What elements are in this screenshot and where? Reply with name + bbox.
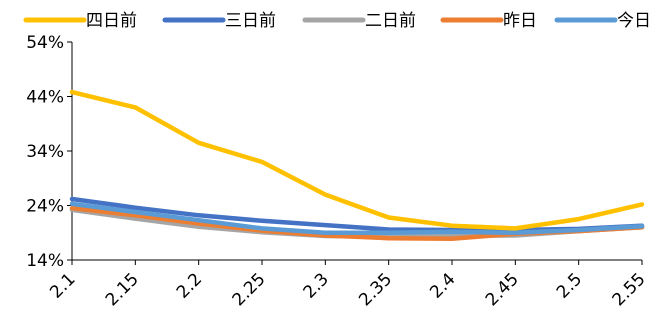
x-tick-label: 2.2	[173, 269, 206, 302]
series-line	[69, 201, 645, 236]
x-tick-label: 2.35	[355, 269, 396, 310]
legend-item: 今日	[554, 11, 651, 31]
legend-item: 三日前	[162, 11, 276, 31]
y-tick-label: 54%	[26, 33, 64, 53]
axes: 14% 24% 34% 44% 54% 2.1 2.15 2.2 2.25 2.3 2.35 2.4 2…	[26, 33, 649, 310]
x-tick-label: 2.15	[102, 269, 143, 310]
series-line	[69, 89, 645, 231]
legend: 四日前 三日前 二日前 昨日 今日	[23, 11, 651, 31]
x-tick-label: 2.25	[229, 269, 270, 310]
legend-label: 昨日	[503, 11, 537, 31]
legend-item: 四日前	[23, 11, 137, 31]
x-tick-label: 2.4	[426, 269, 459, 302]
legend-item: 昨日	[440, 11, 537, 31]
x-tick-label: 2.55	[609, 269, 650, 310]
x-tick-label: 2.45	[482, 269, 523, 310]
x-tick-label: 2.3	[300, 269, 333, 302]
plot-area	[69, 89, 645, 241]
legend-item: 二日前	[302, 11, 416, 31]
x-tick-label: 2.5	[553, 269, 586, 302]
x-tick-label: 2.1	[46, 269, 79, 302]
y-tick-label: 34%	[26, 142, 64, 162]
legend-label: 二日前	[365, 11, 416, 31]
y-tick-label: 24%	[26, 197, 64, 217]
y-tick-label: 14%	[26, 251, 64, 271]
legend-label: 三日前	[225, 11, 276, 31]
y-tick-label: 44%	[26, 88, 64, 108]
legend-label: 四日前	[86, 11, 137, 31]
legend-label: 今日	[617, 11, 651, 31]
